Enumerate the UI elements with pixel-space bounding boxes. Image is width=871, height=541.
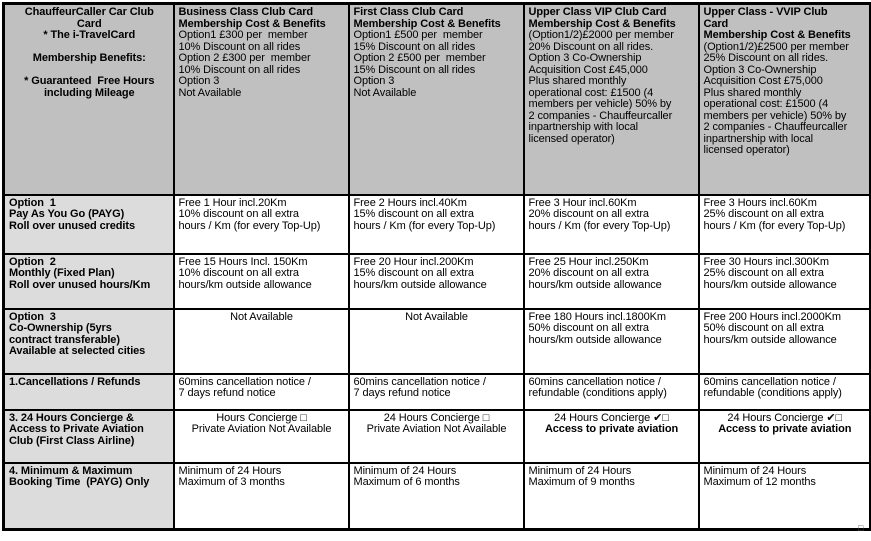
table-header-row: ChauffeurCaller Car Club Card * The i-Trav… (2, 2, 871, 196)
membership-comparison-table: ChauffeurCaller Car Club Card * The i-Trav… (2, 2, 871, 531)
aviation-line: Private Aviation Not Available (191, 423, 332, 435)
cell-vvip-booking: Minimum of 24 Hours Maximum of 12 months (697, 461, 871, 531)
concierge-line: 24 Hours Concierge □ (383, 411, 490, 424)
cell-business-payg: Free 1 Hour incl.20Km 10% discount on all… (172, 193, 350, 255)
cell-first-payg: Free 2 Hours incl.40Km 15% discount on al… (347, 193, 525, 255)
header-title: First Class Club Card Membership Cost & B… (353, 6, 501, 30)
header-title: Upper Class - VVIP Club Card Membership Co… (703, 6, 851, 41)
header-options: Option1 £500 per member 15% Discount on a… (353, 29, 486, 99)
table-row-option3-coownership: Option 3 Co-Ownership (5yrs contract trans… (2, 307, 871, 375)
aviation-line: Private Aviation Not Available (366, 423, 507, 435)
table-row-option2-monthly: Option 2 Monthly (Fixed Plan) Roll over un… (2, 252, 871, 310)
cell-business-monthly: Free 15 Hours Incl. 150Km 10% discount on… (172, 252, 350, 310)
row-label-option1-payg: Option 1 Pay As You Go (PAYG) Roll over un… (2, 193, 175, 255)
cell-vip-concierge: 24 Hours Concierge ✔□ Access to private … (522, 408, 700, 464)
concierge-line: 24 Hours Concierge ✔□ (727, 411, 843, 424)
cell-first-concierge: 24 Hours Concierge □ Private Aviation No… (347, 408, 525, 464)
cell-vvip-cancellations: 60mins cancellation notice / refundable (… (697, 372, 871, 411)
cell-vip-coownership: Free 180 Hours incl.1800Km 50% discount o… (522, 307, 700, 375)
concierge-line: 24 Hours Concierge ✔□ (554, 411, 669, 424)
cell-first-coownership: Not Available (347, 307, 525, 375)
cell-business-concierge: Hours Concierge □ Private Aviation Not A… (172, 408, 350, 464)
header-cell-card-benefits: ChauffeurCaller Car Club Card * The i-Trav… (2, 2, 175, 196)
header-cell-upper-class-vvip: Upper Class - VVIP Club Card Membership Co… (697, 2, 871, 196)
header-title: Business Class Club Card Membership Cost … (178, 6, 326, 30)
aviation-line: Access to private aviation (544, 423, 679, 435)
aviation-line: Access to private aviation (718, 423, 852, 435)
header-options: (Option1/2)£2500 per member 25% Discount … (703, 40, 849, 156)
cell-business-coownership: Not Available (172, 307, 350, 375)
cell-vvip-monthly: Free 30 Hours incl.300Km 25% discount on … (697, 252, 871, 310)
concierge-line: Hours Concierge □ (216, 411, 307, 424)
row-label-concierge: 3. 24 Hours Concierge & Access to Private… (2, 408, 175, 464)
cell-business-booking: Minimum of 24 Hours Maximum of 3 months (172, 461, 350, 531)
row-label-cancellations: 1.Cancellations / Refunds (2, 372, 175, 411)
stray-square-glyph: □ (858, 523, 864, 533)
header-options: (Option1/2)£2000 per member 20% Discount … (528, 29, 674, 145)
table-row-option1-payg: Option 1 Pay As You Go (PAYG) Roll over un… (2, 193, 871, 255)
cell-vvip-coownership: Free 200 Hours incl.2000Km 50% discount o… (697, 307, 871, 375)
header-options: Option1 £300 per member 10% Discount on a… (178, 29, 311, 99)
header-cell-first-class: First Class Club Card Membership Cost & B… (347, 2, 525, 196)
cell-vvip-payg: Free 3 Hours incl.60Km 25% discount on al… (697, 193, 871, 255)
header-cell-business-class: Business Class Club Card Membership Cost … (172, 2, 350, 196)
table-row-cancellations: 1.Cancellations / Refunds 60mins cancell… (2, 372, 871, 411)
row-label-booking-time: 4. Minimum & Maximum Booking Time (PAYG) … (2, 461, 175, 531)
table-row-booking-time: 4. Minimum & Maximum Booking Time (PAYG) … (2, 461, 871, 531)
cell-first-monthly: Free 20 Hour incl.200Km 15% discount on a… (347, 252, 525, 310)
cell-first-booking: Minimum of 24 Hours Maximum of 6 months (347, 461, 525, 531)
cell-vip-payg: Free 3 Hour incl.60Km 20% discount on all… (522, 193, 700, 255)
header-title: Upper Class VIP Club Card Membership Cost… (528, 6, 676, 30)
cell-business-cancellations: 60mins cancellation notice /7 days refun… (172, 372, 350, 411)
cell-vip-cancellations: 60mins cancellation notice / refundable (… (522, 372, 700, 411)
cell-vip-monthly: Free 25 Hour incl.250Km 20% discount on a… (522, 252, 700, 310)
row-label-option3-coownership: Option 3 Co-Ownership (5yrs contract trans… (2, 307, 175, 375)
cell-first-cancellations: 60mins cancellation notice /7 days refun… (347, 372, 525, 411)
table-row-concierge: 3. 24 Hours Concierge & Access to Private… (2, 408, 871, 464)
row-label-option2-monthly: Option 2 Monthly (Fixed Plan) Roll over un… (2, 252, 175, 310)
cell-vip-booking: Minimum of 24 Hours Maximum of 9 months (522, 461, 700, 531)
header-cell-upper-class-vip: Upper Class VIP Club Card Membership Cost… (522, 2, 700, 196)
cell-vvip-concierge: 24 Hours Concierge ✔□ Access to private … (697, 408, 871, 464)
